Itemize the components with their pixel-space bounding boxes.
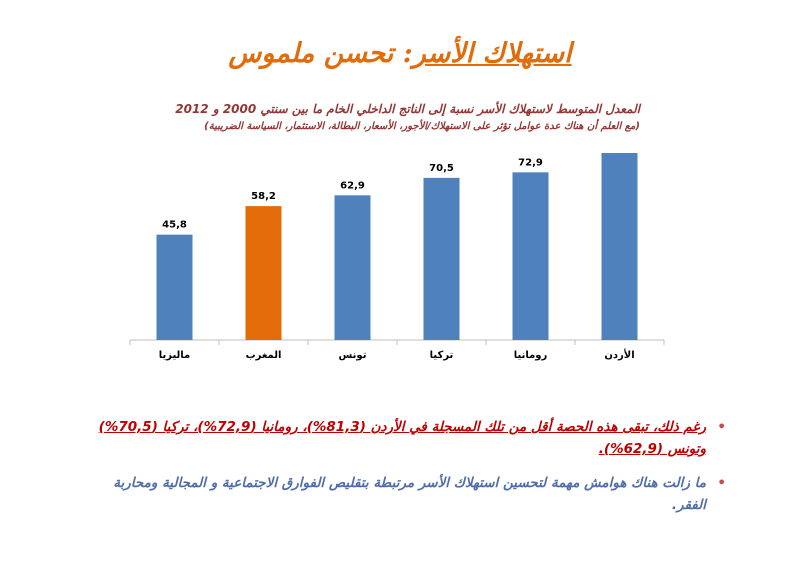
page-title: استهلاك الأسر: تحسن ملموس xyxy=(0,38,800,69)
data-label: 62,9 xyxy=(340,180,365,191)
bar xyxy=(423,177,460,340)
data-label: 58,2 xyxy=(251,191,276,202)
page-title-main: استهلاك الأسر xyxy=(412,38,572,69)
data-label: 70,5 xyxy=(429,163,454,174)
bar xyxy=(512,172,549,340)
bullet-item-margins: • ما زالت هناك هوامش مهمة لتحسين استهلاك… xyxy=(88,472,728,516)
bullet-dot-icon: • xyxy=(717,419,726,435)
category-label: تركيا xyxy=(430,350,454,361)
chart-subtitle-line1: المعدل المتوسط لاستهلاك الأسر نسبة إلى ا… xyxy=(175,102,640,116)
chart-subtitle: المعدل المتوسط لاستهلاك الأسر نسبة إلى ا… xyxy=(150,101,640,135)
bar xyxy=(245,206,282,340)
bar xyxy=(601,153,638,340)
chart-subtitle-line2: (مع العلم أن هناك عدة عوامل تؤثر على الا… xyxy=(204,121,640,132)
page-title-rest: : تحسن ملموس xyxy=(228,38,413,69)
bar xyxy=(334,195,371,340)
bar xyxy=(156,234,193,340)
bar-chart: 45,8 ماليزيا 58,2 المغرب 62,9 تونس 70,5 تركيا 72… xyxy=(129,153,665,361)
bullet-dot-icon: • xyxy=(717,475,726,491)
category-label: الأردن xyxy=(604,348,634,361)
data-label: 45,8 xyxy=(162,220,187,231)
category-label: تونس xyxy=(339,350,367,361)
category-label: ماليزيا xyxy=(159,350,191,361)
data-label: 72,9 xyxy=(518,157,543,168)
bullet-text: ما زالت هناك هوامش مهمة لتحسين استهلاك ا… xyxy=(113,475,706,513)
bullet-item-comparison: • رغم ذلك، تبقى هذه الحصة أقل من تلك الم… xyxy=(88,416,728,460)
category-label: رومانيا xyxy=(514,350,548,361)
category-label: المغرب xyxy=(246,350,282,361)
bullet-text: رغم ذلك، تبقى هذه الحصة أقل من تلك المسج… xyxy=(98,419,706,457)
bullet-list: • رغم ذلك، تبقى هذه الحصة أقل من تلك الم… xyxy=(88,416,728,528)
